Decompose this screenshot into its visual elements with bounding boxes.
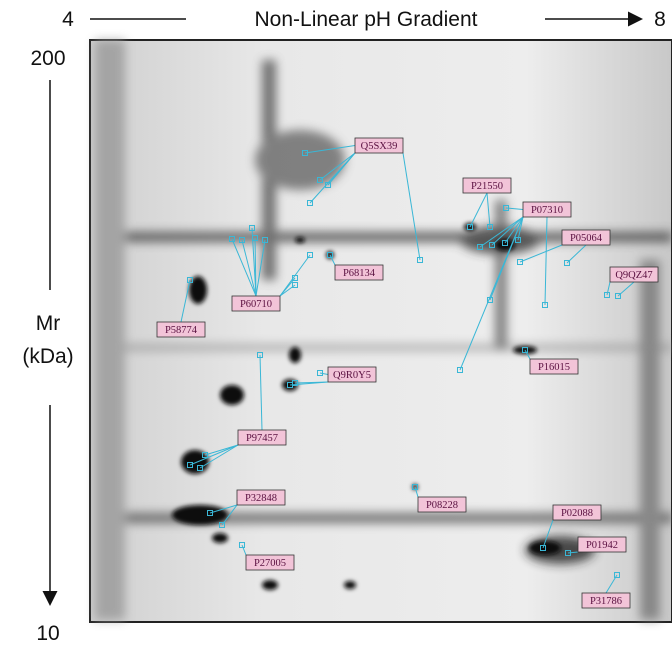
protein-label: P05064 [570, 233, 603, 244]
protein-label: P02088 [561, 508, 593, 519]
protein-label: P21550 [471, 181, 503, 192]
protein-label: P58774 [165, 325, 198, 336]
ph-start: 4 [62, 8, 74, 31]
protein-label: P16015 [538, 362, 570, 373]
mw-bottom: 10 [36, 622, 59, 645]
ph-axis-label: Non-Linear pH Gradient [255, 8, 478, 31]
protein-label: P68134 [343, 268, 376, 279]
protein-label: Q9R0Y5 [333, 370, 371, 381]
protein-label: P32848 [245, 493, 277, 504]
protein-label: P60710 [240, 299, 272, 310]
ph-end: 8 [654, 8, 666, 31]
protein-label: P31786 [590, 596, 622, 607]
protein-label: Q5SX39 [361, 141, 398, 152]
protein-label: P08228 [426, 500, 458, 511]
mw-top: 200 [30, 47, 65, 70]
protein-label: P07310 [531, 205, 563, 216]
protein-label: Q9QZ47 [615, 270, 652, 281]
protein-label: P01942 [586, 540, 618, 551]
figure: 4 Non-Linear pH Gradient 8 200 Mr (kDa) … [0, 0, 672, 649]
mw-label: Mr [36, 312, 61, 335]
protein-label: P97457 [246, 433, 278, 444]
mw-unit: (kDa) [22, 345, 73, 368]
protein-label: P27005 [254, 558, 286, 569]
